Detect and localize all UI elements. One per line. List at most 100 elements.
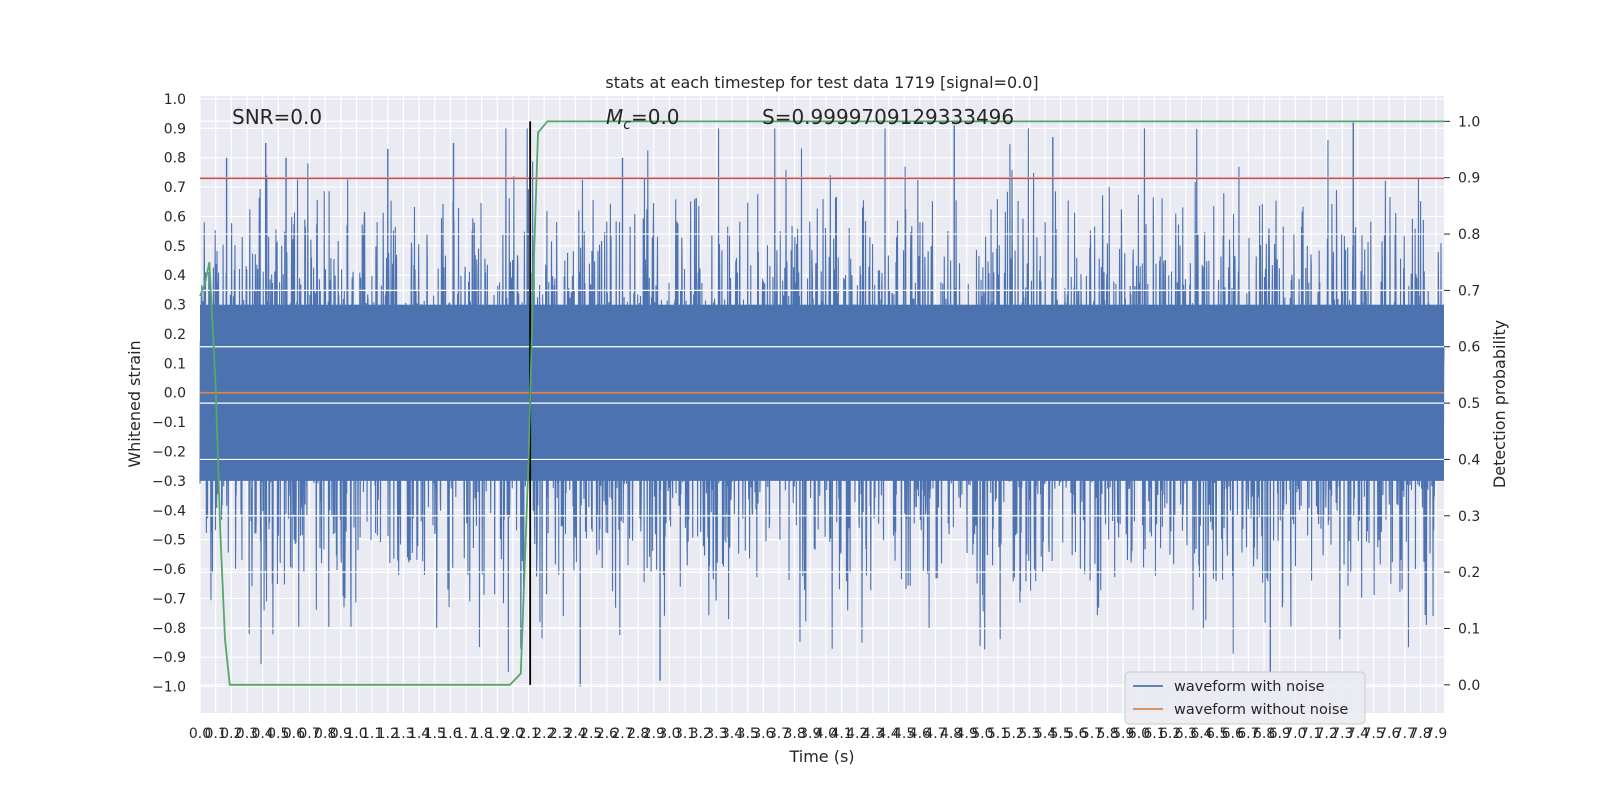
x-tick-label: 7.0 — [1284, 726, 1306, 742]
y-tick-label: 0.7 — [164, 180, 186, 196]
x-tick-label: 6.1 — [1143, 726, 1165, 742]
y-tick-label: −0.5 — [152, 533, 186, 549]
x-tick-label: 5.1 — [987, 726, 1009, 742]
x-tick-label: 6.6 — [1222, 726, 1244, 742]
legend-label-clean: waveform without noise — [1174, 702, 1348, 718]
y-tick-label: 0.4 — [164, 268, 186, 284]
x-tick-label: 0.1 — [205, 726, 227, 742]
y2-tick-label: 0.7 — [1458, 283, 1480, 299]
x-tick-label: 6.9 — [1269, 726, 1291, 742]
x-tick-label: 0.0 — [189, 726, 211, 742]
x-tick-label: 2.1 — [517, 726, 539, 742]
x-tick-label: 5.0 — [971, 726, 993, 742]
x-tick-label: 1.5 — [424, 726, 446, 742]
x-tick-label: 1.1 — [361, 726, 383, 742]
x-tick-label: 3.1 — [674, 726, 696, 742]
x-tick-label: 2.4 — [564, 726, 586, 742]
y-tick-label: −0.3 — [152, 474, 186, 490]
x-tick-label: 1.9 — [486, 726, 508, 742]
x-tick-label: 5.3 — [1018, 726, 1040, 742]
y2-tick-labels: 0.0 0.1 0.2 0.3 0.4 0.5 0.6 0.7 0.8 0.9 1.0 — [1444, 114, 1480, 694]
x-tick-label: 3.0 — [658, 726, 680, 742]
y-tick-label: 0.1 — [164, 356, 186, 372]
y2-tick-label: 0.4 — [1458, 452, 1480, 468]
x-tick-label: 7.3 — [1331, 726, 1353, 742]
x-tick-label: 3.7 — [768, 726, 790, 742]
y-tick-label: −0.2 — [152, 445, 186, 461]
x-tick-label: 7.6 — [1378, 726, 1400, 742]
x-axis-label: Time (s) — [788, 747, 854, 766]
series-detection-probability — [199, 120, 1444, 686]
x-tick-label: 1.6 — [439, 726, 461, 742]
x-tick-label: 6.3 — [1175, 726, 1197, 742]
x-tick-label: 0.7 — [298, 726, 320, 742]
x-tick-label: 6.4 — [1190, 726, 1212, 742]
y-tick-labels: −1.0 −0.9 −0.8 −0.7 −0.6 −0.5 −0.4 −0.3 −0.2 −0.1… — [152, 92, 186, 696]
x-tick-label: 5.5 — [1049, 726, 1071, 742]
y2-axis-label: Detection probability — [1490, 320, 1509, 488]
x-tick-label: 2.7 — [611, 726, 633, 742]
x-tick-label: 5.7 — [1081, 726, 1103, 742]
x-tick-label: 0.8 — [314, 726, 336, 742]
annotation-chirp-mass: Mc=0.0 — [606, 105, 680, 133]
x-tick-label: 3.4 — [721, 726, 743, 742]
x-tick-label: 1.3 — [392, 726, 414, 742]
y-tick-label: −0.9 — [152, 650, 186, 666]
x-tick-label: 3.9 — [799, 726, 821, 742]
x-tick-label: 1.0 — [345, 726, 367, 742]
x-tick-label: 2.2 — [533, 726, 555, 742]
y-tick-label: 0.5 — [164, 239, 186, 255]
x-tick-label: 5.9 — [1112, 726, 1134, 742]
y-tick-label: 1.0 — [164, 92, 186, 108]
y2-tick-label: 0.0 — [1458, 678, 1480, 694]
y-tick-label: −0.8 — [152, 621, 186, 637]
x-tick-label: 2.3 — [549, 726, 571, 742]
y2-tick-label: 0.3 — [1458, 509, 1480, 525]
x-tick-label: 4.4 — [877, 726, 899, 742]
x-tick-label: 4.7 — [924, 726, 946, 742]
y2-tick-label: 1.0 — [1458, 114, 1480, 130]
x-tick-label: 7.2 — [1316, 726, 1338, 742]
legend-label-noise: waveform with noise — [1174, 679, 1325, 695]
legend: waveform with noise waveform without noi… — [1124, 671, 1366, 725]
y2-tick-label: 0.1 — [1458, 621, 1480, 637]
x-tick-label: 4.1 — [830, 726, 852, 742]
y2-tick-label: 0.2 — [1458, 565, 1480, 581]
x-tick-label: 1.7 — [455, 726, 477, 742]
y2-tick-label: 0.6 — [1458, 340, 1480, 356]
x-tick-label: 3.6 — [752, 726, 774, 742]
x-tick-label: 2.0 — [502, 726, 524, 742]
x-tick-label: 3.3 — [705, 726, 727, 742]
x-tick-label: 0.3 — [236, 726, 258, 742]
x-tick-labels: 0.00.10.20.30.40.50.60.70.80.91.01.11.21… — [189, 726, 1447, 742]
y2-tick-label: 0.8 — [1458, 227, 1480, 243]
y-tick-label: −1.0 — [152, 680, 186, 696]
y-tick-label: 0.8 — [164, 151, 186, 167]
x-tick-label: 1.8 — [471, 726, 493, 742]
x-tick-label: 2.5 — [580, 726, 602, 742]
x-tick-label: 4.3 — [862, 726, 884, 742]
x-tick-label: 4.8 — [940, 726, 962, 742]
y-axis-label: Whitened strain — [125, 340, 144, 467]
x-tick-label: 4.0 — [815, 726, 837, 742]
y-tick-label: −0.4 — [152, 503, 186, 519]
y-tick-label: 0.9 — [164, 121, 186, 137]
series-lines — [199, 120, 1444, 686]
y2-tick-label: 0.5 — [1458, 396, 1480, 412]
x-tick-label: 6.2 — [1159, 726, 1181, 742]
x-tick-label: 7.9 — [1425, 726, 1447, 742]
x-tick-label: 0.4 — [251, 726, 273, 742]
x-tick-label: 5.6 — [1065, 726, 1087, 742]
x-tick-label: 7.7 — [1394, 726, 1416, 742]
x-tick-label: 4.6 — [909, 726, 931, 742]
x-tick-label: 3.8 — [783, 726, 805, 742]
y-tick-label: 0.0 — [164, 386, 186, 402]
x-tick-label: 6.8 — [1253, 726, 1275, 742]
x-tick-label: 5.8 — [1096, 726, 1118, 742]
x-tick-label: 5.2 — [1003, 726, 1025, 742]
y-tick-label: −0.1 — [152, 415, 186, 431]
legend-box — [1124, 671, 1366, 725]
x-tick-label: 4.5 — [893, 726, 915, 742]
x-tick-label: 0.5 — [267, 726, 289, 742]
